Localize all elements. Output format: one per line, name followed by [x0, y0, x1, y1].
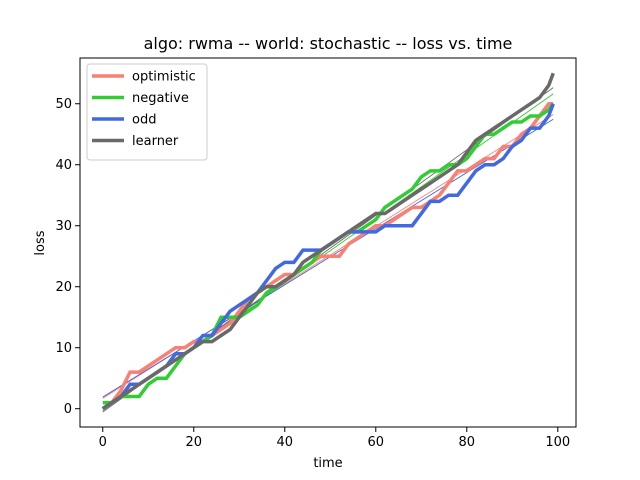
plot-area [101, 72, 555, 413]
trend-line-odd [102, 118, 554, 398]
chart-title: algo: rwma -- world: stochastic -- loss … [144, 34, 513, 53]
y-tick-label: 0 [64, 402, 72, 417]
x-axis-ticks: 0 20 40 60 80 100 [99, 427, 570, 450]
legend-label-odd: odd [132, 113, 156, 128]
legend-box [86, 63, 208, 161]
series-line-optimistic [101, 101, 554, 411]
y-tick-label: 50 [55, 97, 72, 112]
legend-label-optimistic: optimistic [132, 70, 196, 85]
x-tick-label: 40 [276, 435, 293, 450]
x-tick-label: 0 [99, 435, 107, 450]
axes-frame [79, 57, 577, 428]
y-axis-label: loss [33, 230, 48, 255]
legend-label-negative: negative [132, 91, 189, 106]
y-tick-label: 40 [55, 158, 72, 173]
legend-label-learner: learner [132, 134, 179, 149]
x-tick-label: 100 [545, 435, 570, 450]
y-tick-label: 20 [55, 280, 72, 295]
x-tick-label: 60 [368, 435, 385, 450]
y-tick-label: 30 [55, 219, 72, 234]
x-tick-label: 80 [459, 435, 476, 450]
series-line-learner [101, 72, 555, 411]
x-axis-label: time [313, 456, 342, 471]
x-tick-label: 20 [185, 435, 202, 450]
y-axis-ticks: 0 10 20 30 40 50 [55, 97, 80, 417]
legend: optimistic negative odd learner [86, 63, 208, 161]
y-tick-label: 10 [55, 341, 72, 356]
